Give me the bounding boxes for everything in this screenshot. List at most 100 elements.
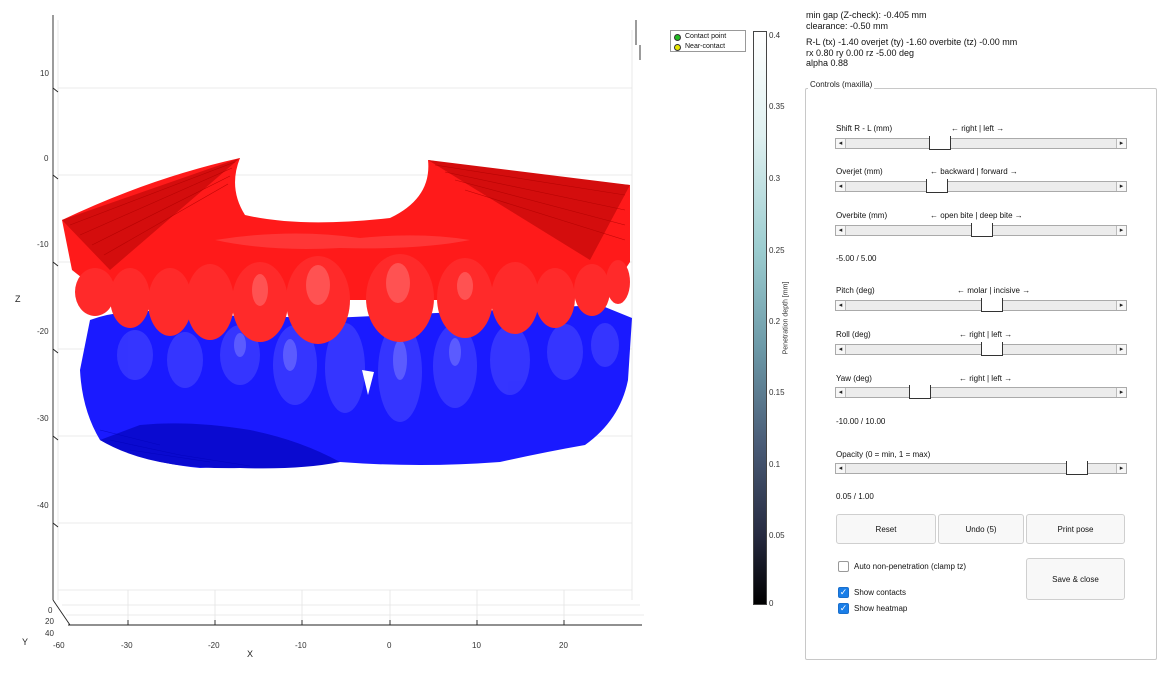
alpha-text: alpha 0.88	[806, 58, 849, 69]
z-tick: -30	[37, 414, 49, 423]
overjet-label: Overjet (mm)	[836, 167, 883, 176]
slider-thumb[interactable]	[981, 342, 1003, 356]
viewport-canvas[interactable]: 10 0 -10 -20 -30 -40 Z -60 -30 -20 -10 0…	[0, 0, 760, 670]
overbite-slider[interactable]: ◂ ▸	[835, 223, 1127, 237]
slider-right-arrow-icon[interactable]: ▸	[1116, 301, 1126, 310]
auto-non-penetration-checkbox[interactable]: ✓ Auto non-penetration (clamp tz)	[838, 561, 966, 572]
pitch-slider[interactable]: ◂ ▸	[835, 298, 1127, 312]
slider-thumb[interactable]	[981, 298, 1003, 312]
shift-rl-label: Shift R - L (mm)	[836, 124, 893, 133]
opacity-range-text: 0.05 / 1.00	[836, 492, 874, 501]
opacity-slider[interactable]: ◂ ▸	[835, 461, 1127, 475]
colorbar-tick: 0.3	[769, 174, 781, 183]
slider-right-arrow-icon[interactable]: ▸	[1116, 345, 1126, 354]
legend-label: Contact point	[685, 33, 727, 40]
x-tick: -30	[121, 641, 133, 650]
overbite-label: Overbite (mm)	[836, 211, 888, 220]
pitch-hint: ← molar | incisive →	[957, 286, 1031, 295]
x-tick: -20	[208, 641, 220, 650]
slider-left-arrow-icon[interactable]: ◂	[836, 388, 846, 397]
roll-label: Roll (deg)	[836, 330, 871, 339]
checkbox-icon[interactable]: ✓	[838, 561, 849, 572]
slider-thumb[interactable]	[908, 385, 931, 399]
checkbox-label: Show heatmap	[854, 604, 908, 613]
show-contacts-checkbox[interactable]: ✓ Show contacts	[838, 587, 906, 598]
translation-text: R-L (tx) -1.40 overjet (ty) -1.60 overbi…	[806, 37, 1018, 48]
slider-thumb[interactable]	[926, 179, 948, 193]
shift-rl-slider[interactable]: ◂ ▸	[835, 136, 1127, 150]
maxilla-mesh[interactable]	[62, 158, 630, 344]
3d-viewport[interactable]: 10 0 -10 -20 -30 -40 Z -60 -30 -20 -10 0…	[0, 0, 760, 670]
y-tick: 20	[45, 617, 54, 626]
z-tick: 0	[44, 154, 49, 163]
yaw-slider[interactable]: ◂ ▸	[835, 385, 1127, 399]
contact-point-marker-icon	[674, 33, 681, 41]
slider-left-arrow-icon[interactable]: ◂	[836, 182, 846, 191]
checkbox-icon[interactable]: ✓	[838, 587, 849, 598]
y-tick: 40	[45, 629, 54, 638]
overbite-hint: ← open bite | deep bite →	[930, 211, 1023, 220]
colorbar-tick: 0.05	[769, 531, 785, 540]
rotation-range-text: -10.00 / 10.00	[836, 417, 886, 426]
save-close-button[interactable]: Save & close	[1026, 558, 1125, 600]
z-tick: 10	[40, 69, 49, 78]
slider-left-arrow-icon[interactable]: ◂	[836, 139, 846, 148]
slider-right-arrow-icon[interactable]: ▸	[1116, 464, 1126, 473]
print-pose-button[interactable]: Print pose	[1026, 514, 1125, 544]
x-tick: -60	[53, 641, 65, 650]
slider-left-arrow-icon[interactable]: ◂	[836, 226, 846, 235]
colorbar-tick: 0.2	[769, 317, 781, 326]
show-heatmap-checkbox[interactable]: ✓ Show heatmap	[838, 603, 907, 614]
colorbar-tick: 0	[769, 599, 774, 608]
slider-left-arrow-icon[interactable]: ◂	[836, 464, 846, 473]
near-contact-marker-icon	[674, 43, 681, 51]
yaw-hint: ← right | left →	[959, 374, 1013, 383]
x-axis-label: X	[247, 649, 253, 659]
rotation-text: rx 0.80 ry 0.00 rz -5.00 deg	[806, 47, 915, 58]
slider-left-arrow-icon[interactable]: ◂	[836, 301, 846, 310]
undo-button[interactable]: Undo (5)	[938, 514, 1024, 544]
slider-thumb[interactable]	[1066, 461, 1088, 475]
opacity-label: Opacity (0 = min, 1 = max)	[836, 450, 931, 459]
reset-button[interactable]: Reset	[836, 514, 936, 544]
slider-right-arrow-icon[interactable]: ▸	[1116, 388, 1126, 397]
roll-slider[interactable]: ◂ ▸	[835, 342, 1127, 356]
penetration-colorbar	[753, 31, 767, 605]
z-tick: -20	[37, 327, 49, 336]
x-tick: 20	[559, 641, 568, 650]
legend-item: Contact point	[674, 32, 742, 42]
colorbar-label: Penetration depth [mm]	[782, 281, 790, 355]
checkbox-icon[interactable]: ✓	[838, 603, 849, 614]
z-axis-label: Z	[15, 294, 21, 304]
colorbar-tick: 0.25	[769, 246, 785, 255]
shift-rl-hint: ← right | left →	[951, 124, 1005, 133]
legend-item: Near-contact	[674, 42, 742, 52]
x-tick: -10	[295, 641, 307, 650]
x-tick: 0	[387, 641, 392, 650]
pose-info: min gap (Z-check): -0.405 mm clearance: …	[806, 10, 1017, 69]
checkbox-label: Show contacts	[854, 588, 907, 597]
slider-thumb[interactable]	[928, 136, 951, 150]
z-tick: -40	[37, 501, 49, 510]
slider-right-arrow-icon[interactable]: ▸	[1116, 182, 1126, 191]
min-gap-text: min gap (Z-check): -0.405 mm	[806, 10, 927, 20]
slider-right-arrow-icon[interactable]: ▸	[1116, 139, 1126, 148]
controls-panel	[805, 88, 1157, 660]
y-axis-label: Y	[22, 637, 28, 647]
legend-label: Near-contact	[685, 43, 726, 50]
colorbar-tick: 0.15	[769, 388, 785, 397]
controls-title: Controls (maxilla)	[808, 80, 875, 89]
overjet-slider[interactable]: ◂ ▸	[835, 179, 1127, 193]
yaw-label: Yaw (deg)	[836, 374, 872, 383]
roll-hint: ← right | left →	[959, 330, 1013, 339]
slider-left-arrow-icon[interactable]: ◂	[836, 345, 846, 354]
overjet-hint: ← backward | forward →	[930, 167, 1018, 176]
slider-right-arrow-icon[interactable]: ▸	[1116, 226, 1126, 235]
translation-range-text: -5.00 / 5.00	[836, 254, 877, 263]
y-tick: 0	[48, 606, 53, 615]
colorbar-tick: 0.1	[769, 460, 781, 469]
x-tick: 10	[472, 641, 481, 650]
colorbar-tick: 0.4	[769, 31, 781, 40]
slider-thumb[interactable]	[971, 223, 993, 237]
mandible-mesh[interactable]	[80, 305, 632, 469]
